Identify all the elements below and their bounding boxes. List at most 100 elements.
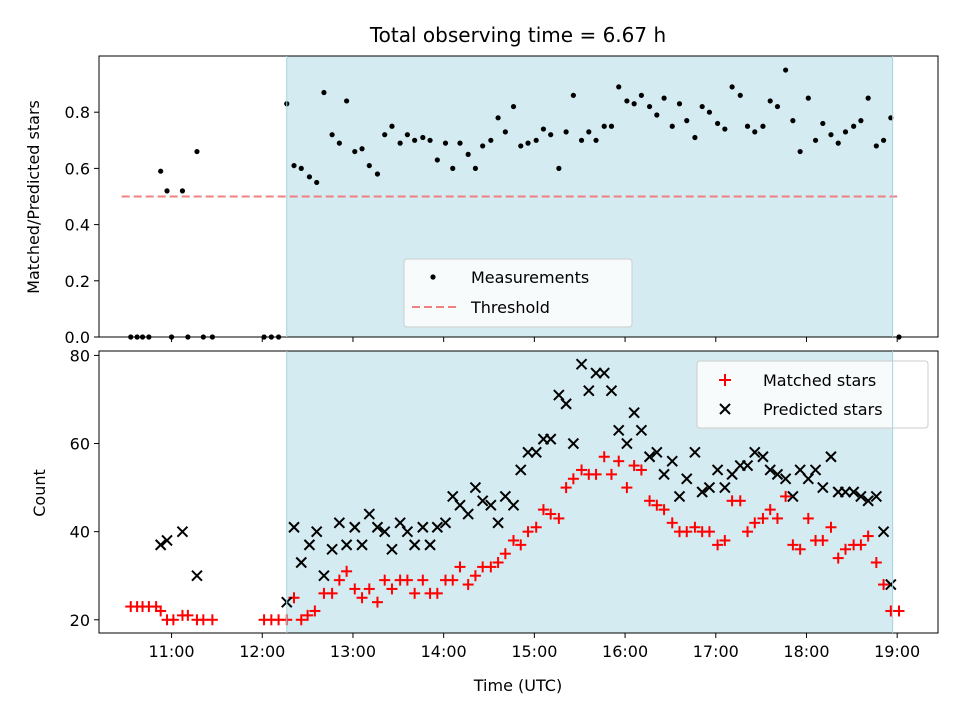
predicted-star-point — [590, 367, 602, 379]
measurement-point — [495, 115, 501, 121]
predicted-star-point — [787, 490, 799, 503]
measurement-point — [706, 109, 713, 115]
matched-star-point — [363, 583, 375, 595]
measurement-point — [158, 168, 164, 174]
matched-star-point — [780, 490, 792, 502]
measurement-point — [548, 132, 554, 138]
measurement-point — [851, 123, 857, 129]
measurement-point — [684, 118, 690, 124]
measurement-point — [654, 112, 660, 118]
matched-star-point — [644, 495, 656, 507]
measurement-point — [767, 98, 773, 104]
matched-star-point — [522, 526, 534, 538]
predicted-star-point — [530, 446, 542, 459]
predicted-star-point — [681, 473, 693, 485]
matched-star-point — [545, 508, 557, 520]
matched-star-point — [734, 495, 746, 507]
count-xtick-label: 13:00 — [330, 642, 376, 661]
measurement-point — [480, 143, 486, 149]
measurement-point — [291, 162, 297, 169]
matched-star-point — [567, 473, 579, 485]
chart-title: Total observing time = 6.67 h — [369, 23, 666, 47]
predicted-star-point — [394, 517, 406, 529]
measurement-point — [525, 140, 531, 146]
matched-star-point — [417, 574, 429, 586]
predicted-star-point — [560, 398, 572, 410]
matched-star-point — [492, 557, 504, 568]
predicted-star-point — [439, 517, 452, 529]
ratio-plot-frame — [98, 55, 939, 338]
predicted-star-point — [356, 539, 368, 551]
matched-star-point — [371, 596, 383, 608]
matched-star-point — [590, 468, 602, 480]
predicted-star-point — [386, 543, 398, 555]
measurement-point — [336, 140, 342, 146]
measurement-point — [669, 123, 675, 129]
measurement-point — [556, 165, 562, 171]
measurement-point — [420, 134, 426, 141]
measurement-point — [457, 140, 463, 146]
matched-star-point — [825, 521, 837, 533]
matched-star-point — [598, 451, 610, 463]
measurement-point — [608, 123, 615, 129]
measurement-point — [194, 148, 200, 155]
matched-star-point — [182, 609, 194, 621]
predicted-star-point — [447, 490, 459, 503]
predicted-star-point — [613, 424, 625, 437]
predicted-star-point — [726, 468, 738, 481]
predicted-star-point — [809, 464, 822, 476]
predicted-star-point — [696, 486, 708, 498]
measurement-point — [389, 123, 395, 129]
matched-star-point — [703, 526, 715, 538]
measurement-point — [404, 132, 410, 138]
matched-star-point — [628, 460, 640, 472]
matched-star-point — [878, 579, 890, 591]
predicted-star-point — [424, 539, 436, 551]
measurement-point — [797, 148, 803, 155]
matched-star-point — [862, 530, 874, 542]
predicted-star-point — [847, 486, 860, 498]
predicted-star-point — [673, 490, 686, 503]
predicted-star-point — [719, 481, 731, 494]
x-axis-label: Time (UTC) — [473, 676, 562, 695]
measurement-point — [533, 137, 539, 143]
matched-star-point — [742, 526, 754, 538]
predicted-star-point — [817, 481, 829, 494]
measurement-point — [865, 95, 871, 101]
measurement-point — [888, 115, 894, 121]
predicted-star-point — [288, 521, 300, 533]
measurement-point — [790, 118, 796, 124]
count-ytick-label: 60 — [70, 435, 90, 454]
count-ytick-label: 40 — [70, 523, 90, 542]
matched-star-point — [341, 565, 353, 577]
measurement-point — [412, 137, 418, 143]
matched-star-point — [356, 592, 368, 604]
measurement-point — [873, 143, 879, 149]
measurement-point — [344, 98, 350, 104]
matched-star-point — [485, 561, 497, 573]
predicted-star-point — [749, 446, 761, 459]
matched-star-point — [712, 539, 724, 551]
matched-star-point — [560, 482, 572, 494]
measurement-point — [737, 92, 743, 98]
matched-star-point — [537, 504, 549, 516]
matched-star-point — [530, 521, 542, 533]
matched-star-point — [553, 512, 565, 524]
matched-star-point — [386, 583, 398, 595]
measurement-point — [366, 162, 372, 169]
measurement-point — [752, 129, 758, 135]
matched-star-point — [794, 543, 806, 555]
ratio-ytick-label: 0.4 — [65, 216, 90, 235]
measurement-point — [314, 179, 320, 186]
matched-star-point — [333, 574, 345, 586]
predicted-star-point — [469, 481, 482, 494]
predicted-star-point — [340, 539, 353, 551]
predicted-star-point — [191, 570, 203, 582]
predicted-star-point — [349, 521, 361, 533]
measurement-point — [321, 89, 327, 96]
matched-star-point — [295, 614, 307, 626]
predicted-star-point — [658, 468, 670, 481]
matched-star-point — [302, 609, 314, 621]
predicted-star-point — [567, 437, 580, 450]
measurement-point — [359, 146, 365, 152]
